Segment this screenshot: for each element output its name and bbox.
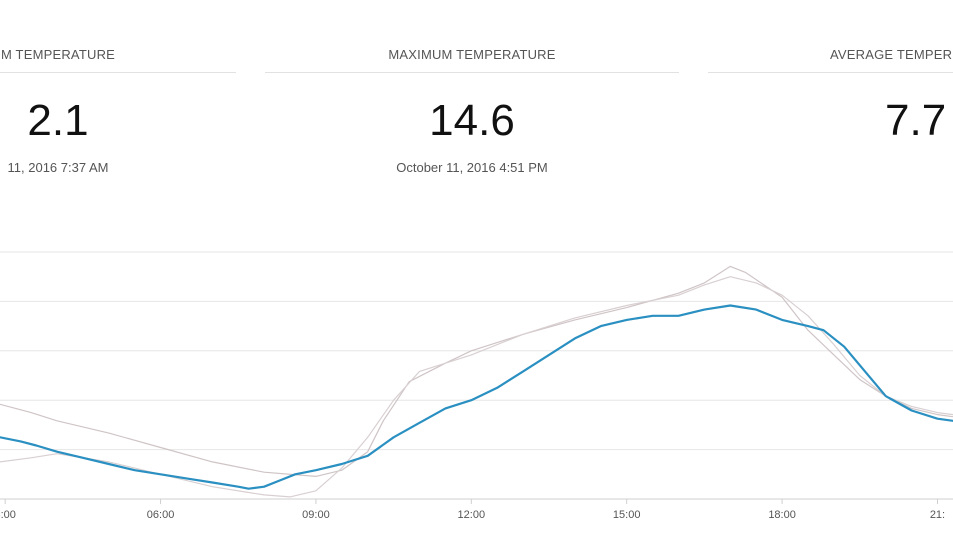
series-line-2 [0, 276, 953, 498]
minimum-temperature-time: 11, 2016 7:37 AM [7, 160, 109, 175]
series-line-0 [0, 304, 953, 490]
x-tick-label-2: 09:00 [302, 509, 330, 521]
minimum-temperature-card: M TEMPERATURE 2.1 11, 2016 7:37 AM [0, 0, 236, 190]
minimum-temperature-title: M TEMPERATURE [0, 47, 116, 62]
x-tick-label-3: 12:00 [458, 509, 486, 521]
x-tick-label-6: 21: [930, 509, 945, 521]
temperature-line-chart: 3:00 06:00 09:00 12:00 15:00 18:00 21: [0, 251, 953, 521]
maximum-temperature-time: October 11, 2016 4:51 PM [396, 160, 548, 175]
average-temperature-value: 7.7 [885, 96, 947, 145]
maximum-temperature-title: MAXIMUM TEMPERATURE [388, 47, 556, 62]
maximum-temperature-card: MAXIMUM TEMPERATURE 14.6 October 11, 201… [265, 0, 679, 190]
series-line-1 [0, 265, 953, 477]
x-tick-label-0: 3:00 [0, 509, 16, 521]
maximum-temperature-value: 14.6 [429, 96, 515, 145]
average-temperature-card: AVERAGE TEMPER 7.7 [708, 0, 953, 190]
average-temperature-title: AVERAGE TEMPER [830, 47, 953, 62]
x-tick-label-4: 15:00 [613, 509, 641, 521]
average-divider [708, 72, 953, 73]
minimum-divider [0, 72, 236, 73]
minimum-temperature-value: 2.1 [27, 96, 89, 145]
x-tick-label-5: 18:00 [768, 509, 796, 521]
maximum-divider [265, 72, 679, 73]
x-tick-label-1: 06:00 [147, 509, 175, 521]
